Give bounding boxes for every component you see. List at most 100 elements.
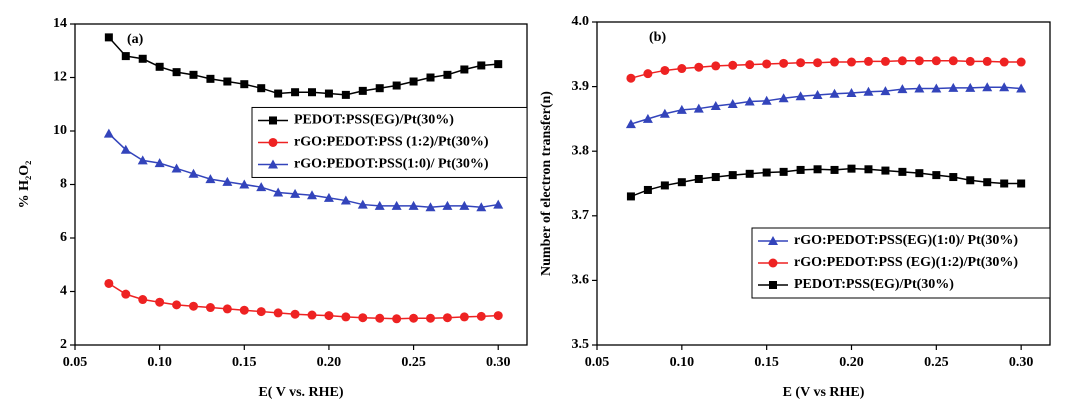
marker (914, 56, 924, 66)
plot-frame (596, 21, 1051, 346)
marker (374, 200, 385, 210)
marker (931, 56, 941, 66)
legend-marker (268, 137, 278, 147)
x-tick-label: 0.25 (924, 355, 949, 370)
marker (324, 89, 333, 98)
marker (121, 52, 130, 61)
marker (426, 313, 436, 323)
marker (948, 82, 959, 92)
marker (744, 96, 755, 106)
marker (711, 173, 720, 182)
marker (965, 56, 975, 66)
marker (154, 158, 165, 168)
x-tick-label: 0.10 (147, 355, 172, 370)
legend-label: rGO:PEDOT:PSS (EG)(1:2)/Pt(30%) (794, 255, 1018, 270)
marker (358, 86, 367, 95)
legend-label: rGO:PEDOT:PSS(EG)(1:0)/ Pt(30%) (794, 233, 1018, 248)
y-tick-label: 2 (60, 337, 67, 352)
x-tick-label: 0.30 (486, 355, 511, 370)
marker (375, 313, 385, 323)
marker (643, 185, 652, 194)
marker (982, 82, 993, 92)
marker (813, 58, 823, 68)
marker (155, 62, 164, 71)
marker (324, 311, 334, 321)
legend-label: PEDOT:PSS(EG)/Pt(30%) (794, 277, 954, 292)
marker (693, 103, 704, 113)
legend-label: rGO:PEDOT:PSS(1:0)/ Pt(30%) (294, 157, 489, 172)
legend-marker (269, 116, 277, 125)
x-tick-label: 0.15 (754, 355, 779, 370)
series-line (108, 133, 499, 208)
marker (121, 289, 131, 299)
y-tick-label: 3.6 (572, 273, 590, 288)
legend-label: rGO:PEDOT:PSS (1:2)/Pt(30%) (294, 135, 489, 150)
marker (932, 171, 941, 180)
marker (676, 104, 687, 114)
marker (104, 33, 113, 42)
marker (239, 305, 249, 315)
x-tick-label: 0.30 (1009, 355, 1034, 370)
y-tick-label: 14 (53, 16, 67, 31)
marker (223, 77, 232, 86)
y-tick-label: 4.0 (572, 14, 590, 29)
marker (172, 300, 182, 310)
marker (256, 307, 266, 317)
marker (323, 192, 334, 202)
legend: PEDOT:PSS(EG)/Pt(30%) rGO:PEDOT:PSS (1:2)… (251, 106, 528, 178)
marker (897, 84, 908, 94)
x-tick-label: 0.05 (63, 355, 88, 370)
marker (796, 58, 806, 68)
marker (881, 166, 890, 175)
marker (291, 88, 300, 97)
legend-label: PEDOT:PSS(EG)/Pt(30%) (294, 113, 454, 128)
marker (863, 86, 874, 96)
marker (999, 82, 1010, 92)
marker (137, 155, 148, 165)
x-axis-label: E( V vs. RHE) (258, 385, 343, 400)
marker (239, 179, 250, 189)
marker (812, 89, 823, 99)
marker (796, 165, 805, 174)
marker (477, 61, 486, 70)
marker (710, 100, 721, 110)
y-tick-label: 3.5 (572, 337, 590, 352)
marker (625, 119, 636, 129)
marker (829, 88, 840, 98)
marker (341, 312, 351, 322)
x-tick-label: 0.10 (670, 355, 695, 370)
marker (308, 88, 317, 97)
marker (391, 200, 402, 210)
marker (1000, 179, 1009, 188)
marker (138, 54, 147, 63)
marker (966, 176, 975, 185)
marker (813, 165, 822, 174)
marker (728, 60, 738, 70)
marker (189, 70, 198, 79)
marker (914, 83, 925, 93)
marker (762, 59, 772, 69)
marker (830, 165, 839, 174)
marker (898, 167, 907, 176)
marker (340, 195, 351, 205)
marker (762, 168, 771, 177)
marker (1017, 179, 1026, 188)
marker (460, 65, 469, 74)
marker (494, 60, 503, 69)
marker (341, 90, 350, 99)
marker (120, 144, 131, 154)
marker (408, 200, 419, 210)
marker (273, 187, 284, 197)
marker (290, 309, 300, 319)
marker (307, 190, 318, 200)
marker (694, 174, 703, 183)
panel-label: (a) (127, 32, 144, 47)
x-tick-label: 0.05 (585, 355, 610, 370)
marker (677, 64, 687, 74)
y-tick-label: 4 (60, 284, 67, 299)
y-tick-label: 3.7 (572, 208, 590, 223)
marker (493, 199, 504, 209)
marker (443, 70, 452, 79)
marker (222, 304, 232, 314)
